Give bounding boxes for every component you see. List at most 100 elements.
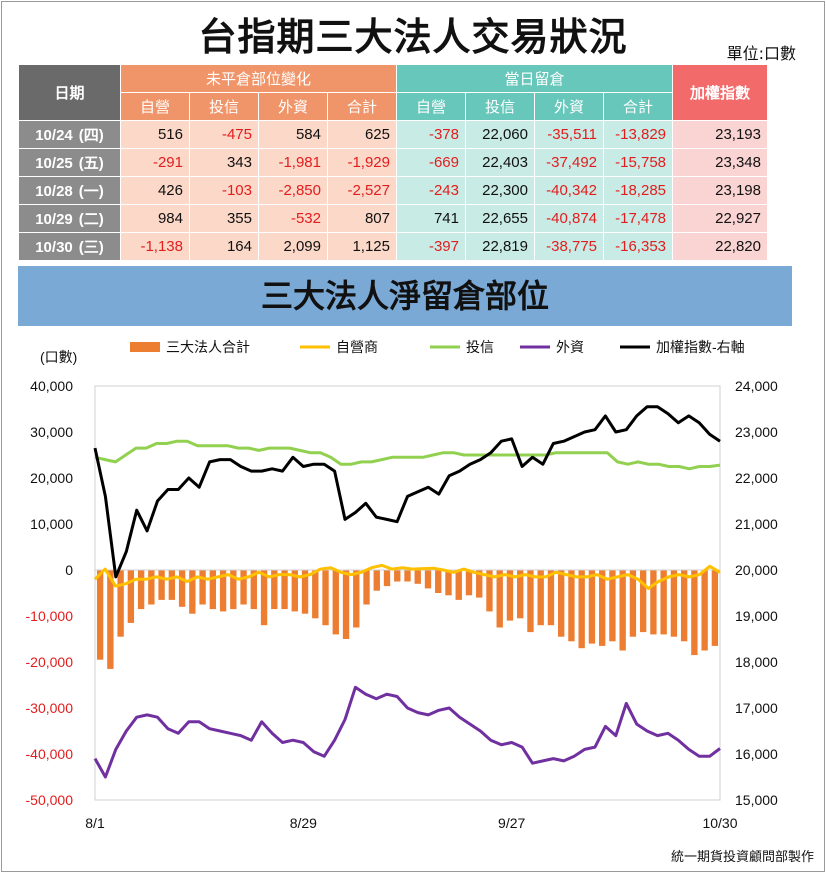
bar-total bbox=[383, 570, 391, 587]
date-text: 10/25 bbox=[35, 155, 73, 172]
y2-tick-label: 24,000 bbox=[735, 378, 778, 394]
y-tick-label: 20,000 bbox=[30, 470, 73, 486]
cell-a-0: 984 bbox=[120, 204, 190, 233]
bar-total bbox=[271, 570, 278, 610]
y-tick-label: -40,000 bbox=[26, 746, 74, 762]
cell-index: 23,198 bbox=[672, 176, 768, 205]
cell-b-0: -669 bbox=[396, 148, 466, 177]
y-tick-label: -30,000 bbox=[26, 700, 74, 716]
bar-total bbox=[455, 570, 462, 600]
cell-b-2: -37,492 bbox=[534, 148, 604, 177]
bar-total bbox=[517, 570, 524, 619]
row-date: 10/28 (一) bbox=[18, 176, 121, 205]
y2-tick-label: 20,000 bbox=[735, 562, 778, 578]
bar-total bbox=[486, 570, 493, 612]
y2-tick-label: 22,000 bbox=[735, 470, 778, 486]
x-tick-label: 9/27 bbox=[498, 815, 525, 831]
date-text: 10/24 bbox=[35, 127, 73, 144]
bar-total bbox=[465, 570, 473, 596]
weekday-text: (四) bbox=[78, 127, 104, 144]
y2-tick-label: 19,000 bbox=[735, 608, 778, 624]
date-text: 10/30 bbox=[35, 239, 73, 256]
bar-total bbox=[435, 570, 442, 593]
bar-total bbox=[558, 570, 565, 637]
cell-a-3: 1,125 bbox=[327, 232, 397, 261]
cell-index: 22,927 bbox=[672, 204, 768, 233]
cell-b-1: 22,300 bbox=[465, 176, 535, 205]
cell-a-1: 355 bbox=[189, 204, 259, 233]
bar-total bbox=[476, 570, 483, 598]
cell-a-2: 584 bbox=[258, 120, 328, 149]
bar-total bbox=[691, 570, 698, 656]
cell-b-0: -243 bbox=[396, 176, 466, 205]
subheader-b-foreign: 外資 bbox=[534, 92, 604, 121]
credit-text: 統一期貨投資顧問部製作 bbox=[670, 850, 814, 865]
cell-a-2: -1,981 bbox=[258, 148, 328, 177]
bar-total bbox=[322, 570, 329, 626]
header-date: 日期 bbox=[18, 64, 121, 121]
bar-total bbox=[619, 570, 626, 651]
cell-a-1: -475 bbox=[189, 120, 259, 149]
cell-a-3: 807 bbox=[327, 204, 397, 233]
bar-total bbox=[107, 570, 114, 669]
cell-b-3: -18,285 bbox=[603, 176, 673, 205]
cell-a-1: 343 bbox=[189, 148, 259, 177]
bar-total bbox=[199, 570, 206, 605]
y2-tick-label: 17,000 bbox=[735, 700, 778, 716]
bar-total bbox=[445, 570, 452, 596]
bar-total bbox=[496, 570, 503, 628]
bar-total bbox=[332, 570, 339, 635]
weekday-text: (二) bbox=[78, 211, 104, 228]
weekday-text: (三) bbox=[78, 239, 104, 256]
bar-total bbox=[363, 570, 370, 605]
bar-total bbox=[650, 570, 657, 635]
table-row: 10/30 (三) -1,138 164 2,099 1,125 -397 22,819 -38… bbox=[18, 232, 768, 261]
date-text: 10/29 bbox=[35, 211, 73, 228]
bar-total bbox=[148, 570, 155, 605]
subheader-a-dealer: 自營 bbox=[120, 92, 190, 121]
bar-total bbox=[127, 570, 135, 623]
cell-index: 23,348 bbox=[672, 148, 768, 177]
bar-total bbox=[629, 570, 637, 637]
header-group-a: 未平倉部位變化 bbox=[120, 64, 397, 93]
cell-a-1: 164 bbox=[189, 232, 259, 261]
bar-total bbox=[404, 570, 411, 582]
x-tick-label: 8/29 bbox=[290, 815, 317, 831]
bar-total bbox=[680, 570, 688, 642]
cell-b-3: -13,829 bbox=[603, 120, 673, 149]
bar-total bbox=[598, 570, 606, 646]
cell-b-1: 22,060 bbox=[465, 120, 535, 149]
bar-total bbox=[281, 570, 288, 610]
bar-total bbox=[291, 570, 298, 612]
subheader-a-total: 合計 bbox=[327, 92, 397, 121]
bar-total bbox=[301, 570, 309, 614]
table-row: 10/28 (一) 426 -103 -2,850 -2,527 -243 22,300 -40… bbox=[18, 176, 768, 205]
bar-total bbox=[537, 570, 544, 626]
bar-total bbox=[342, 570, 350, 639]
bar-total bbox=[117, 570, 124, 637]
cell-a-1: -103 bbox=[189, 176, 259, 205]
bar-total bbox=[137, 570, 145, 610]
bar-total bbox=[230, 570, 237, 610]
x-tick-label: 8/1 bbox=[85, 815, 105, 831]
table-row: 10/29 (二) 984 355 -532 807 741 22,655 -40,874 -17… bbox=[18, 204, 768, 233]
y-axis-label: (口數) bbox=[40, 349, 77, 365]
bar-total bbox=[189, 570, 196, 614]
y2-tick-label: 21,000 bbox=[735, 516, 778, 532]
cell-b-3: -17,478 bbox=[603, 204, 673, 233]
header-group-b: 當日留倉 bbox=[396, 64, 673, 93]
row-date: 10/25 (五) bbox=[18, 148, 121, 177]
cell-a-3: -2,527 bbox=[327, 176, 397, 205]
table-row: 10/24 (四) 516 -475 584 625 -378 22,060 -35,511 -1… bbox=[18, 120, 768, 149]
date-text: 10/28 bbox=[35, 183, 73, 200]
bar-total bbox=[527, 570, 534, 633]
bar-total bbox=[670, 570, 678, 637]
bar-total bbox=[240, 570, 247, 605]
bar-total bbox=[660, 570, 667, 635]
bar-total bbox=[158, 570, 165, 600]
cell-b-1: 22,819 bbox=[465, 232, 535, 261]
bar-total bbox=[394, 570, 401, 582]
line-trust bbox=[94, 439, 721, 471]
cell-a-0: 516 bbox=[120, 120, 190, 149]
